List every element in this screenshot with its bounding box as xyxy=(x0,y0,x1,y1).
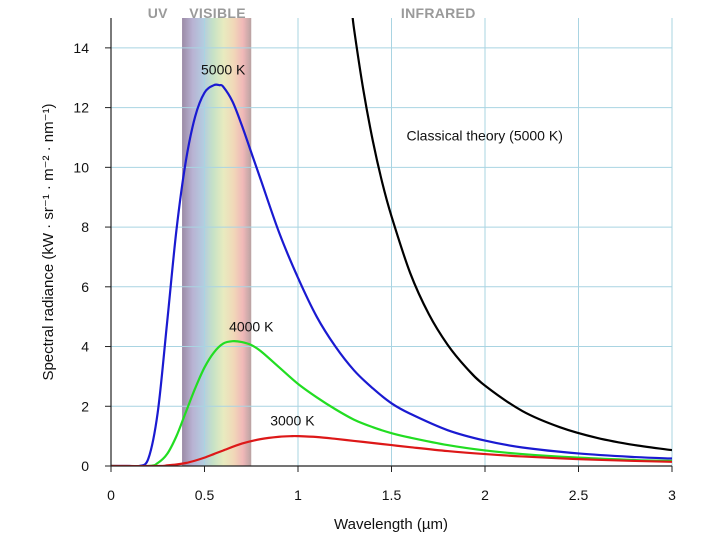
y-tick-label: 4 xyxy=(81,339,89,355)
series-line-5000-k xyxy=(111,83,672,466)
y-tick-label: 0 xyxy=(81,458,89,474)
y-tick-label: 8 xyxy=(81,219,89,235)
x-axis-title: Wavelength (µm) xyxy=(334,516,448,533)
x-tick-label: 0 xyxy=(107,487,115,503)
x-tick-label: 1 xyxy=(294,487,302,503)
y-axis-title: Spectral radiance (kW · sr⁻¹ · m⁻² · nm⁻… xyxy=(40,103,57,380)
series-line-4000-k xyxy=(111,340,672,466)
curve-label: 4000 K xyxy=(229,319,274,335)
series-layer xyxy=(111,18,672,466)
series-line-3000-k xyxy=(111,434,672,466)
x-tick-label: 2.5 xyxy=(569,487,589,503)
x-tick-label: 2 xyxy=(481,487,489,503)
y-tick-label: 2 xyxy=(81,398,89,414)
y-tick-label: 14 xyxy=(73,40,89,56)
x-tick-label: 3 xyxy=(668,487,676,503)
y-tick-label: 6 xyxy=(81,279,89,295)
curve-label: 3000 K xyxy=(270,413,315,429)
x-tick-label: 0.5 xyxy=(195,487,215,503)
curve-label: 5000 K xyxy=(201,62,246,78)
y-tick-label: 12 xyxy=(73,100,89,116)
series-line-classical-theory-5000-k xyxy=(351,18,672,452)
axes: 0 0.5 1 1.5 2 2.5 3 0 2 4 6 8 10 12 14 xyxy=(73,18,676,503)
y-tick-label: 10 xyxy=(73,159,89,175)
region-label: UV xyxy=(148,5,168,21)
region-label: INFRARED xyxy=(401,5,476,21)
curve-label: Classical theory (5000 K) xyxy=(406,127,562,143)
x-tick-label: 1.5 xyxy=(382,487,402,503)
region-label: VISIBLE xyxy=(189,5,246,21)
labels: UV VISIBLE INFRARED 5000 K 4000 K 3000 K Class… xyxy=(148,5,563,429)
